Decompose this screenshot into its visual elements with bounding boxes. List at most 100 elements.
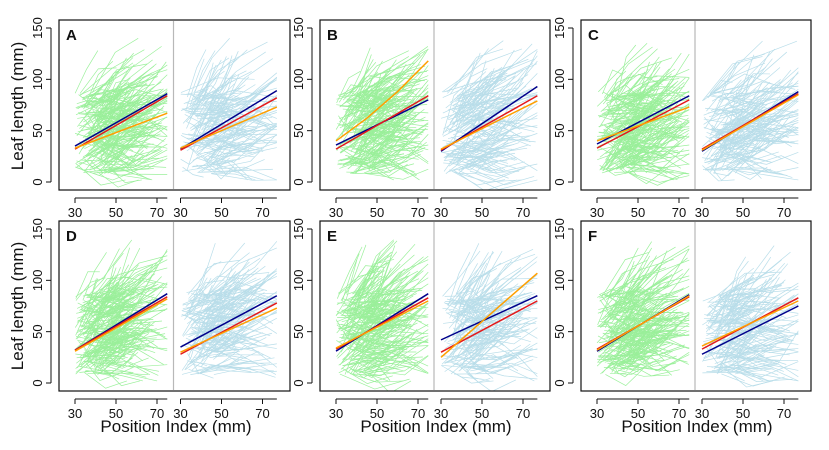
trace [452, 359, 534, 374]
y-tick-label: 150 [30, 218, 45, 240]
trace [603, 126, 643, 142]
trace [452, 169, 517, 190]
trace [458, 334, 495, 343]
trace [182, 318, 203, 336]
trace [79, 339, 111, 373]
trace [204, 280, 244, 325]
trace [180, 127, 210, 144]
trace [193, 133, 216, 152]
trace [216, 277, 257, 296]
trace [731, 169, 799, 181]
trace [349, 143, 377, 162]
x-tick-label: 50 [736, 406, 750, 421]
trace [369, 136, 402, 158]
trace [607, 155, 668, 175]
trace [103, 252, 124, 309]
trace [180, 77, 255, 93]
trace [192, 326, 277, 351]
panel-letter: D [66, 228, 77, 245]
trace [607, 70, 627, 116]
trace [345, 71, 422, 127]
trace [213, 268, 278, 305]
trace [456, 287, 513, 314]
trace [628, 144, 690, 149]
trace [336, 251, 398, 305]
trace [735, 86, 799, 99]
trace [82, 252, 107, 301]
trace [609, 73, 672, 107]
background-traces-blue [702, 40, 799, 182]
trace [204, 275, 274, 312]
trace [93, 81, 162, 124]
trace [348, 346, 408, 365]
trace [216, 94, 277, 109]
trace [187, 277, 208, 314]
trace [353, 265, 378, 318]
trace [180, 296, 263, 317]
x-tick-label: 50 [736, 205, 750, 220]
trace [615, 128, 686, 170]
trace [446, 342, 532, 360]
trace [109, 267, 168, 301]
trace [106, 286, 136, 301]
trace [608, 105, 631, 125]
trace [459, 122, 484, 143]
trace [458, 279, 514, 308]
trace [198, 303, 255, 320]
trace [109, 363, 160, 372]
trace [182, 124, 265, 142]
panel-frame [580, 220, 812, 392]
trace [602, 93, 621, 110]
trace [93, 143, 159, 159]
trace [618, 296, 659, 307]
trace [194, 299, 278, 320]
trace [621, 104, 655, 121]
trace [469, 167, 526, 177]
fit-line-blue-red [701, 93, 799, 150]
trace [368, 335, 429, 344]
trace [212, 55, 233, 94]
trace [450, 297, 531, 320]
trace [185, 252, 250, 307]
trace [616, 88, 656, 112]
trace [210, 134, 277, 159]
trace [108, 64, 168, 103]
trace [626, 149, 690, 155]
trace [443, 296, 471, 324]
x-tick-label: 70 [777, 406, 791, 421]
trace [614, 260, 635, 319]
trace [606, 311, 683, 339]
trace [444, 333, 520, 372]
trace [712, 309, 758, 324]
x-tick-label: 70 [150, 406, 164, 421]
trace [215, 172, 256, 181]
trace [603, 350, 633, 360]
trace [460, 322, 481, 371]
trace [192, 113, 268, 127]
trace [337, 146, 408, 170]
trace [612, 315, 687, 342]
trace [441, 48, 522, 93]
trace [597, 241, 652, 298]
trace [706, 62, 738, 98]
trace [458, 63, 538, 100]
trace [368, 73, 404, 100]
trace [346, 89, 384, 133]
trace [94, 305, 128, 326]
trace [458, 267, 522, 317]
trace [609, 329, 687, 347]
trace [452, 281, 472, 338]
trace [722, 140, 788, 156]
trace [722, 155, 773, 171]
trace [609, 364, 641, 378]
trace [339, 91, 399, 129]
trace [450, 326, 471, 362]
trace [350, 271, 383, 310]
trace [705, 301, 740, 333]
trace [710, 95, 777, 111]
trace [79, 67, 117, 94]
trace [104, 150, 163, 169]
trace [100, 270, 148, 310]
trace [717, 277, 754, 298]
trace [101, 255, 168, 297]
